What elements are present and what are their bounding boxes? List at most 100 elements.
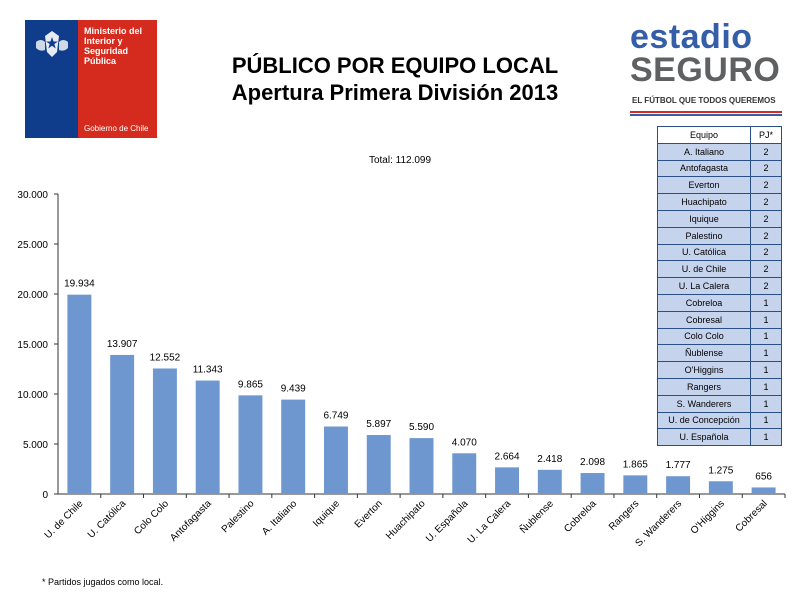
bar-value-label: 2.418 <box>537 454 562 465</box>
table-cell-pj: 2 <box>750 193 782 211</box>
footnote: * Partidos jugados como local. <box>42 577 164 587</box>
title-line-2: Apertura Primera División 2013 <box>231 80 559 105</box>
table-cell-team: Antofagasta <box>657 159 751 178</box>
bar-value-label: 19.934 <box>64 279 95 290</box>
table-row: Huachipato 2 <box>657 193 782 211</box>
table-header-team: Equipo <box>657 126 751 144</box>
y-tick-label: 30.000 <box>17 190 48 201</box>
title-line-1: PÚBLICO POR EQUIPO LOCAL <box>231 53 559 78</box>
y-tick-label: 5.000 <box>23 440 48 451</box>
bar <box>409 438 434 494</box>
table-row: Antofagasta 2 <box>657 159 782 178</box>
bar-value-label: 9.439 <box>281 384 306 395</box>
table-cell-pj: 1 <box>750 361 782 379</box>
brand-line-2: SEGURO <box>630 51 781 89</box>
table-cell-pj: 2 <box>750 142 782 161</box>
table-cell-team: Ñublense <box>657 344 751 363</box>
x-category-label: Iquique <box>311 498 342 529</box>
bar-value-label: 4.070 <box>452 437 477 448</box>
table-cell-pj: 1 <box>750 428 782 447</box>
total-label: Total: 112.099 <box>368 155 432 166</box>
bar <box>366 435 391 494</box>
table-cell-pj: 2 <box>750 277 782 295</box>
bar-value-label: 1.777 <box>666 460 691 471</box>
x-category-label: Rangers <box>607 498 642 533</box>
table-cell-team: Palestino <box>657 226 751 245</box>
table-row: Everton 2 <box>657 176 782 195</box>
brand-tagline: EL FÚTBOL QUE TODOS QUEREMOS <box>632 96 776 105</box>
bar <box>666 476 691 494</box>
y-tick-label: 10.000 <box>17 390 48 401</box>
y-tick-label: 25.000 <box>17 240 48 251</box>
bar <box>195 380 220 494</box>
table-row: Iquique 2 <box>657 209 782 228</box>
x-category-label: Colo Colo <box>132 498 171 537</box>
bar-value-label: 5.590 <box>409 422 434 433</box>
x-category-label: Cobresal <box>734 498 770 534</box>
bar-value-label: 11.343 <box>193 365 223 376</box>
table-row: U. de Chile 2 <box>657 260 782 279</box>
table-cell-team: Huachipato <box>657 193 751 211</box>
table-cell-pj: 1 <box>750 327 782 346</box>
table-cell-team: Colo Colo <box>657 327 751 346</box>
x-category-label: Antofagasta <box>168 498 214 544</box>
table-row: Colo Colo 1 <box>657 327 782 346</box>
table-row: Cobresal 1 <box>657 310 782 329</box>
brand-red-stripe <box>630 111 782 113</box>
table-row: O'Higgins 1 <box>657 361 782 379</box>
x-category-label: Huachipato <box>384 498 428 542</box>
bar <box>238 395 263 494</box>
table-row: Ñublense 1 <box>657 344 782 363</box>
table-cell-team: U. de Concepción <box>657 411 751 430</box>
bar-value-label: 2.664 <box>495 451 520 462</box>
coat-of-arms-icon <box>36 31 68 57</box>
table-cell-team: U. Española <box>657 428 751 447</box>
x-category-label: U. La Calera <box>466 498 514 546</box>
bar-value-label: 2.098 <box>580 457 605 468</box>
table-row: A. Italiano 2 <box>657 142 782 161</box>
table-cell-pj: 1 <box>750 344 782 363</box>
table-row: U. La Calera 2 <box>657 277 782 295</box>
table-row: U. Española 1 <box>657 428 782 447</box>
x-category-label: A. Italiano <box>260 498 300 538</box>
bar <box>281 399 306 494</box>
x-category-label: Cobreloa <box>562 498 599 535</box>
bar-value-label: 12.552 <box>150 352 181 363</box>
table-cell-pj: 2 <box>750 209 782 228</box>
bar-value-label: 1.865 <box>623 459 648 470</box>
table-cell-team: Iquique <box>657 209 751 228</box>
y-tick-label: 20.000 <box>17 290 48 301</box>
x-category-label: Everton <box>353 498 385 530</box>
bar <box>110 354 135 494</box>
bar-value-label: 13.907 <box>107 339 138 350</box>
bar-value-label: 9.865 <box>238 379 263 390</box>
bar <box>751 487 776 494</box>
y-tick-label: 0 <box>42 490 48 501</box>
table-row: S. Wanderers 1 <box>657 394 782 413</box>
estadio-seguro-logo: estadio SEGURO EL FÚTBOL QUE TODOS QUERE… <box>630 20 785 120</box>
table-cell-team: S. Wanderers <box>657 394 751 413</box>
table-row: U. Católica 2 <box>657 243 782 262</box>
x-category-label: O'Higgins <box>689 498 727 536</box>
x-category-label: Ñublense <box>517 497 556 536</box>
bar-value-label: 6.749 <box>323 411 348 422</box>
table-cell-pj: 1 <box>750 293 782 312</box>
page-title: PÚBLICO POR EQUIPO LOCAL Apertura Primer… <box>160 52 630 106</box>
gobierno-logo-blue-panel <box>25 115 78 138</box>
table-cell-team: U. La Calera <box>657 277 751 295</box>
bar-value-label: 5.897 <box>366 419 391 430</box>
table-row: Rangers 1 <box>657 377 782 396</box>
table-row: Palestino 2 <box>657 226 782 245</box>
table-cell-team: U. de Chile <box>657 260 751 279</box>
table-cell-pj: 2 <box>750 260 782 279</box>
table-row: U. de Concepción 1 <box>657 411 782 430</box>
table-header-row: Equipo PJ* <box>657 126 782 144</box>
bar <box>152 368 177 494</box>
table-cell-team: Cobreloa <box>657 293 751 312</box>
gobierno-logo: Ministerio del Interior y Seguridad Públ… <box>25 20 157 138</box>
bar <box>580 473 605 494</box>
bar <box>623 475 648 494</box>
x-category-label: U. de Chile <box>43 498 86 541</box>
bar <box>537 469 562 494</box>
bar-value-label: 656 <box>755 471 772 482</box>
